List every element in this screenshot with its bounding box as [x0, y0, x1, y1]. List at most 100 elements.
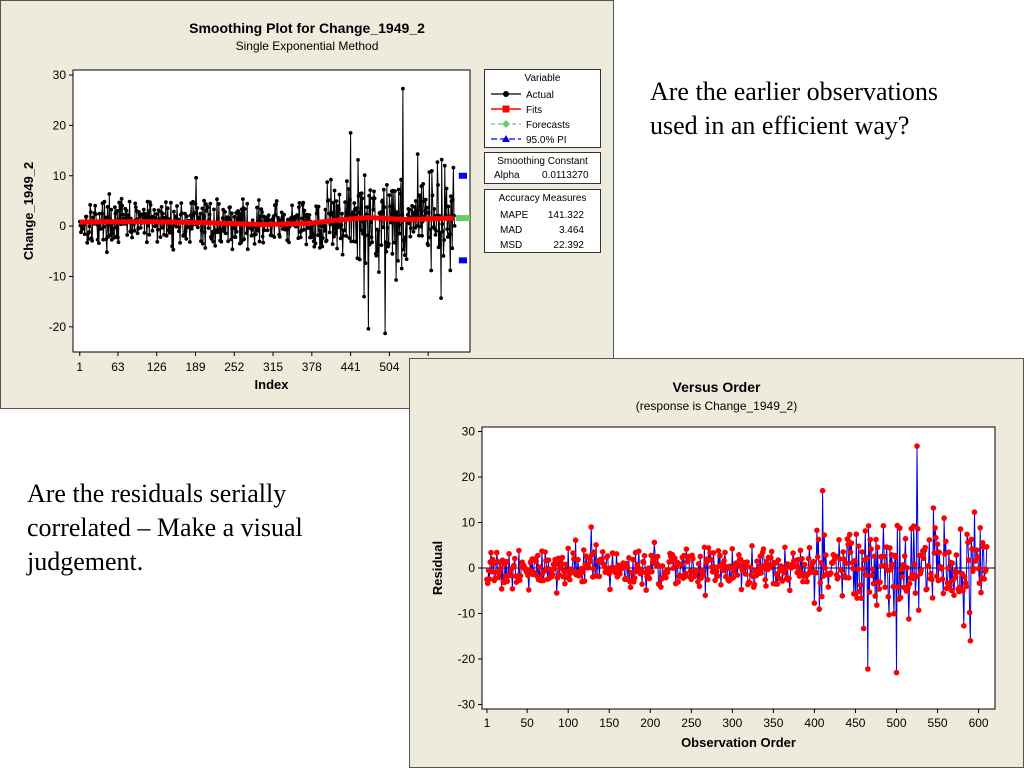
actual-point [324, 238, 329, 243]
actual-point [158, 235, 163, 240]
actual-point [377, 270, 381, 274]
actual-point [91, 215, 96, 220]
actual-point [387, 193, 392, 198]
actual-point [440, 222, 445, 226]
residual-point [659, 563, 666, 569]
actual-point [126, 213, 131, 217]
residual-point [685, 558, 691, 565]
residual-point [754, 558, 760, 564]
residual-point [700, 567, 706, 573]
actual-point [310, 232, 315, 237]
actual-point [132, 228, 137, 233]
residual-point [585, 564, 592, 571]
actual-point [375, 249, 380, 254]
residual-point [938, 566, 945, 572]
residual-point [516, 547, 522, 554]
y-tick-label: 10 [462, 516, 476, 530]
actual-point [359, 191, 364, 196]
actual-point [133, 205, 138, 210]
actual-point [258, 214, 262, 219]
alpha-value: 0.0113270 [542, 170, 589, 181]
actual-point [409, 226, 413, 231]
residual-point [786, 575, 792, 582]
actual-point [295, 215, 300, 220]
actual-point [376, 229, 381, 233]
residual-point [889, 561, 896, 568]
residual-point [967, 638, 974, 644]
residual-point [593, 542, 599, 548]
actual-point [342, 228, 347, 233]
actual-point [97, 241, 101, 246]
residual-point [898, 566, 905, 573]
residual-point [628, 569, 635, 576]
residual-point [742, 571, 749, 577]
y-tick-label: -30 [458, 697, 476, 711]
residual-point [941, 515, 947, 521]
residual-point [981, 576, 988, 582]
residual-point [850, 565, 856, 572]
residual-point [630, 556, 636, 563]
residual-point [876, 586, 883, 592]
actual-point [160, 225, 165, 230]
residual-point [840, 549, 846, 555]
residual-point [837, 556, 843, 562]
actual-point [257, 198, 261, 202]
actual-point [383, 331, 387, 336]
residual-point [533, 558, 539, 565]
residual-point [873, 536, 879, 543]
actual-point [245, 247, 250, 252]
actual-point [388, 204, 392, 209]
residual-point [720, 567, 727, 574]
actual-point [260, 210, 264, 215]
y-tick-label: 0 [59, 219, 66, 233]
residual-point [915, 607, 922, 613]
actual-point [363, 261, 368, 266]
actual-point [417, 233, 421, 238]
actual-point [278, 218, 283, 223]
actual-point [402, 253, 407, 257]
actual-point [331, 200, 336, 205]
residual-point [715, 548, 722, 554]
actual-point [179, 201, 184, 206]
actual-point [101, 224, 106, 229]
residual-point [815, 536, 822, 543]
accuracy-value-mad: 3.464 [558, 225, 584, 236]
residual-point [489, 556, 496, 563]
actual-point [451, 165, 456, 170]
actual-point [242, 237, 247, 242]
actual-point [380, 198, 385, 203]
actual-point [442, 238, 446, 242]
actual-point [381, 225, 386, 230]
residual-point [751, 581, 758, 588]
actual-point [396, 187, 401, 192]
residual-point [490, 561, 497, 567]
actual-point [366, 326, 371, 331]
actual-point [348, 198, 352, 202]
actual-point [168, 225, 173, 230]
residual-point [604, 553, 611, 559]
residual-point [872, 593, 878, 599]
actual-point [180, 211, 184, 216]
residual-point [892, 554, 899, 560]
actual-point [102, 199, 107, 204]
actual-point [256, 229, 261, 233]
actual-point [96, 223, 101, 228]
actual-point [352, 201, 357, 206]
actual-point [230, 247, 235, 252]
residual-point [581, 578, 588, 584]
residual-point [869, 572, 875, 579]
actual-point [287, 240, 291, 245]
residual-point [951, 592, 957, 598]
actual-point [318, 228, 323, 233]
y-tick-label: -10 [49, 269, 67, 283]
actual-point [445, 235, 450, 239]
residual-point [509, 586, 516, 592]
actual-point [226, 216, 231, 221]
residual-point [925, 563, 932, 569]
actual-point [418, 194, 422, 199]
actual-point [260, 234, 265, 239]
residual-point [906, 580, 913, 587]
actual-point [222, 225, 227, 230]
actual-point [426, 210, 431, 215]
actual-point [244, 231, 249, 236]
